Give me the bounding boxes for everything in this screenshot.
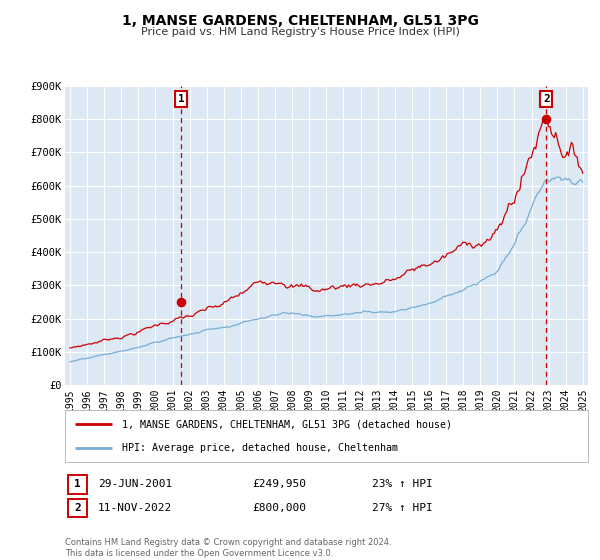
Text: 1, MANSE GARDENS, CHELTENHAM, GL51 3PG: 1, MANSE GARDENS, CHELTENHAM, GL51 3PG <box>122 14 478 28</box>
Text: 1: 1 <box>178 94 184 104</box>
Text: £800,000: £800,000 <box>252 503 306 513</box>
Text: HPI: Average price, detached house, Cheltenham: HPI: Average price, detached house, Chel… <box>122 443 398 453</box>
Text: 27% ↑ HPI: 27% ↑ HPI <box>372 503 433 513</box>
Text: This data is licensed under the Open Government Licence v3.0.: This data is licensed under the Open Gov… <box>65 549 333 558</box>
Text: 23% ↑ HPI: 23% ↑ HPI <box>372 479 433 489</box>
Text: £249,950: £249,950 <box>252 479 306 489</box>
Text: 1: 1 <box>74 479 81 489</box>
Text: 2: 2 <box>74 503 81 513</box>
Text: 11-NOV-2022: 11-NOV-2022 <box>98 503 172 513</box>
Text: 29-JUN-2001: 29-JUN-2001 <box>98 479 172 489</box>
Text: Contains HM Land Registry data © Crown copyright and database right 2024.: Contains HM Land Registry data © Crown c… <box>65 538 391 547</box>
Point <box>176 297 185 306</box>
Text: Price paid vs. HM Land Registry's House Price Index (HPI): Price paid vs. HM Land Registry's House … <box>140 27 460 37</box>
Text: 2: 2 <box>543 94 550 104</box>
Point <box>541 114 551 123</box>
Text: 1, MANSE GARDENS, CHELTENHAM, GL51 3PG (detached house): 1, MANSE GARDENS, CHELTENHAM, GL51 3PG (… <box>122 419 452 430</box>
